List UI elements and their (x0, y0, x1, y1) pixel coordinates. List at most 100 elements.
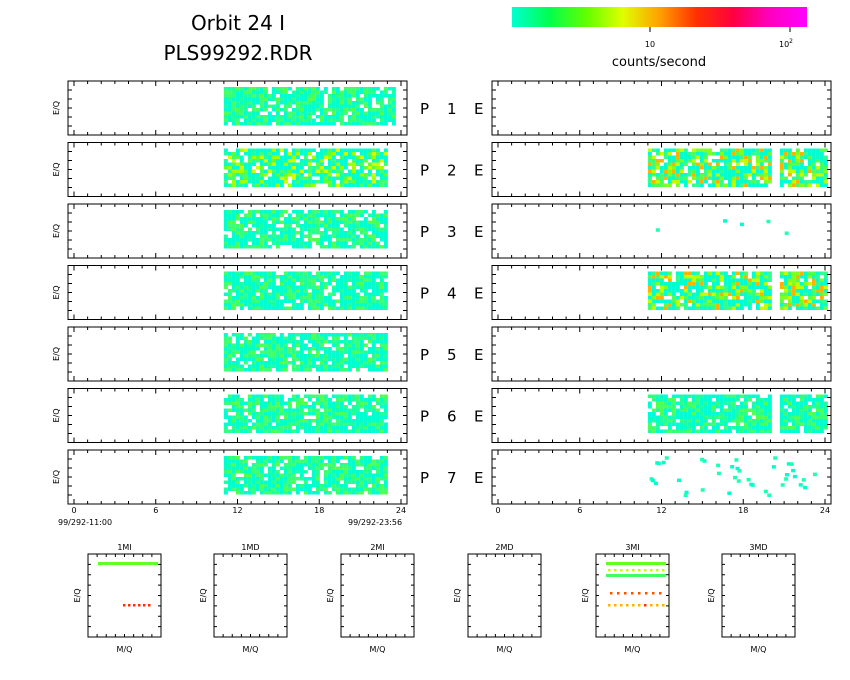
p7-cell (303, 477, 308, 481)
p7-cell (359, 484, 364, 488)
p7-cell (367, 459, 372, 463)
p5-cell (239, 347, 244, 351)
p2-cell (267, 166, 272, 170)
p7-cell (383, 466, 388, 470)
e6-cell (811, 415, 816, 419)
e2-cell (651, 166, 656, 170)
p2-cell (267, 159, 272, 163)
e4-cell (791, 285, 796, 289)
e6-cell (655, 419, 660, 423)
e7-cell (733, 475, 738, 480)
p7-cell (363, 484, 368, 488)
e4-cell (723, 278, 728, 282)
e4-cell (747, 289, 752, 293)
p7-cell (307, 487, 312, 491)
p5-cell (331, 357, 336, 361)
p2-cell (243, 148, 248, 152)
p7-cell (259, 484, 264, 488)
p1-cell (375, 111, 380, 115)
p4-cell (359, 299, 364, 303)
p4-cell (355, 271, 360, 275)
p3-cell (231, 220, 236, 224)
p1-cell (311, 87, 316, 91)
e6-cell (687, 429, 692, 433)
e2-cell (651, 162, 656, 166)
p2-cell (303, 176, 308, 180)
e2-cell (671, 173, 676, 177)
e2-cell (803, 155, 808, 159)
e2-cell (815, 155, 820, 159)
p7-cell (351, 487, 356, 491)
p6-cell (255, 412, 260, 416)
p5-cell (295, 340, 300, 344)
ylabel-eq: E/Q (52, 470, 61, 484)
p3-cell (239, 241, 244, 245)
p5-cell (359, 347, 364, 351)
e6-cell (731, 412, 736, 416)
e4-cell (711, 303, 716, 307)
p6-cell (331, 422, 336, 426)
p4-cell (383, 271, 388, 275)
e2-cell (711, 176, 716, 180)
e4-cell (763, 278, 768, 282)
e4-cell (679, 303, 684, 307)
e4-cell (763, 296, 768, 300)
p6-cell (379, 415, 384, 419)
p6-cell (275, 401, 280, 405)
p1-cell (263, 122, 268, 126)
e2-cell (715, 166, 720, 170)
p6-cell (355, 401, 360, 405)
p5-cell (383, 340, 388, 344)
e6-cell (755, 426, 760, 430)
p1-cell (247, 118, 252, 122)
e2-cell (731, 169, 736, 173)
e4-cell (735, 296, 740, 300)
e6-cell (783, 398, 788, 402)
e2-cell (807, 148, 812, 152)
p2-cell (331, 183, 336, 187)
mass-panel-xlabel: M/Q (751, 645, 767, 654)
e4-cell (711, 292, 716, 296)
p5-cell (291, 340, 296, 344)
row-label-e: E (474, 100, 483, 118)
p3-cell (227, 227, 232, 231)
p3-cell (259, 227, 264, 231)
p3-cell (323, 220, 328, 224)
p4-cell (295, 296, 300, 300)
p4-cell (371, 282, 376, 286)
p5-cell (359, 343, 364, 347)
e2-cell (703, 159, 708, 163)
e2-cell (711, 166, 716, 170)
e6-cell (691, 415, 696, 419)
p1-cell (251, 118, 256, 122)
p7-cell (311, 459, 316, 463)
e2-cell (743, 155, 748, 159)
p6-cell (363, 398, 368, 402)
p4-cell (371, 306, 376, 310)
p2-cell (239, 169, 244, 173)
p3-cell (343, 231, 348, 235)
p6-cell (327, 415, 332, 419)
e6-cell (807, 412, 812, 416)
p7-cell (347, 459, 352, 463)
p1-cell (299, 97, 304, 101)
p4-cell (331, 306, 336, 310)
p5-cell (315, 357, 320, 361)
e2-cell (743, 148, 748, 152)
e6-cell (647, 405, 652, 409)
p5-cell (295, 350, 300, 354)
e2-cell (759, 152, 764, 156)
e6-cell (815, 394, 820, 398)
p3-cell (371, 210, 376, 214)
mass-dot (650, 569, 653, 572)
p5-cell (291, 350, 296, 354)
e4-cell (731, 306, 736, 310)
p1-cell (279, 108, 284, 112)
p2-cell (331, 166, 336, 170)
p7-cell (347, 487, 352, 491)
e6-cell (663, 408, 668, 412)
p5-cell (251, 343, 256, 347)
e2-cell (647, 169, 652, 173)
e4-cell (735, 303, 740, 307)
e6-cell (663, 405, 668, 409)
